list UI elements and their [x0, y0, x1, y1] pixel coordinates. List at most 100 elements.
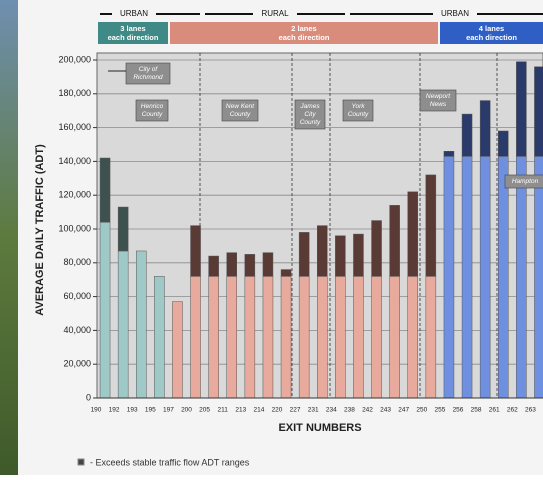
annotation-text: New Kent: [226, 103, 255, 110]
annotation-text: Newport: [426, 93, 451, 100]
bar-segment: [461, 156, 473, 399]
bar-segment: [136, 250, 147, 399]
bar-segment: [208, 276, 219, 399]
bar-segment: [117, 206, 129, 252]
x-tick-label: 227: [290, 407, 301, 414]
y-tick-label: 0: [86, 392, 91, 402]
bar-segment: [371, 220, 382, 277]
annotation-text: County: [300, 119, 321, 126]
bar-segment: [190, 276, 201, 399]
x-tick-label: 238: [344, 407, 355, 414]
x-tick-label: 192: [109, 407, 120, 414]
y-axis-label: AVERAGE DAILY TRAFFIC (ADT): [34, 144, 46, 316]
lane-label: each direction: [279, 33, 330, 42]
x-tick-label: 247: [398, 407, 409, 414]
bar-segment: [262, 252, 274, 277]
x-tick-label: 263: [525, 407, 536, 414]
x-axis-label: EXIT NUMBERS: [278, 422, 361, 434]
bar-segment: [298, 232, 310, 277]
bar-segment: [498, 156, 509, 399]
bar-segment: [516, 61, 527, 157]
zone-label: URBAN: [441, 9, 469, 18]
legend-swatch: [77, 458, 85, 466]
x-tick-label: 256: [453, 407, 464, 414]
annotation-text: County: [348, 111, 369, 118]
x-tick-label: 195: [145, 407, 156, 414]
x-tick-label: 190: [91, 407, 102, 414]
x-tick-label: 220: [272, 407, 283, 414]
bar-segment: [461, 113, 473, 157]
y-tick-label: 60,000: [63, 291, 91, 301]
x-tick-label: 200: [181, 407, 192, 414]
annotation-text: Henrico: [141, 103, 164, 110]
x-tick-label: 231: [308, 407, 319, 414]
bar-segment: [534, 66, 543, 157]
bar-segment: [389, 205, 400, 277]
bar-segment: [425, 174, 437, 277]
lane-band: [440, 22, 543, 44]
legend-text: - Exceeds stable traffic flow ADT ranges: [90, 457, 250, 467]
y-tick-label: 180,000: [58, 88, 91, 98]
bar-segment: [443, 151, 455, 157]
annotation-text: News: [430, 101, 447, 108]
bar-segment: [425, 276, 437, 399]
bar-segment: [298, 276, 310, 399]
lane-label: 4 lanes: [479, 24, 504, 33]
bar-segment: [172, 301, 183, 399]
bar-segment: [317, 225, 328, 277]
annotation-text: County: [142, 111, 163, 118]
lane-band: [98, 22, 168, 44]
zone-label-bg: [433, 8, 477, 20]
x-tick-label: 242: [362, 407, 373, 414]
x-tick-label: 243: [380, 407, 391, 414]
annotation-box: [419, 89, 457, 112]
x-tick-label: 250: [416, 407, 427, 414]
annotation-box: [125, 62, 171, 85]
x-tick-label: 262: [507, 407, 518, 414]
bar-segment: [371, 276, 382, 399]
annotation-box: [342, 99, 374, 122]
bar-segment: [208, 255, 219, 277]
annotation-text: County: [230, 111, 251, 118]
x-tick-label: 211: [218, 407, 229, 414]
annotation-text: James: [299, 103, 320, 110]
x-tick-label: 234: [326, 407, 337, 414]
annotation-box: [135, 99, 169, 122]
lane-label: 2 lanes: [291, 24, 316, 33]
x-tick-label: 193: [127, 407, 138, 414]
zone-label: URBAN: [120, 9, 148, 18]
bar-segment: [244, 276, 256, 399]
bar-segment: [244, 254, 256, 277]
annotation-text: City: [304, 111, 316, 118]
bar-segment: [443, 156, 455, 399]
bar-segment: [190, 225, 201, 277]
bar-segment: [262, 276, 274, 399]
x-tick-label: 261: [489, 407, 500, 414]
bar-segment: [335, 276, 346, 399]
lane-label: 3 lanes: [120, 24, 145, 33]
bar-segment: [534, 156, 543, 399]
photo-strip: [0, 0, 18, 475]
x-tick-label: 213: [235, 407, 246, 414]
y-tick-label: 80,000: [63, 257, 91, 267]
zone-label: RURAL: [261, 9, 289, 18]
y-tick-label: 100,000: [58, 223, 91, 233]
bar-segment: [280, 276, 292, 399]
annotation-text: York: [351, 103, 365, 110]
bar-segment: [99, 221, 111, 399]
lane-band: [170, 22, 438, 44]
x-tick-label: 197: [163, 407, 174, 414]
x-tick-label: 214: [253, 407, 264, 414]
bar-segment: [479, 156, 491, 399]
bar-segment: [498, 130, 509, 157]
bar-segment: [479, 100, 491, 157]
bar-segment: [226, 276, 237, 399]
y-tick-label: 160,000: [58, 122, 91, 132]
lane-label: each direction: [108, 33, 159, 42]
bar-segment: [516, 156, 527, 399]
bar-segment: [117, 250, 129, 399]
lane-label: each direction: [466, 33, 517, 42]
annotation-box: [221, 99, 259, 122]
bar-segment: [407, 191, 418, 277]
